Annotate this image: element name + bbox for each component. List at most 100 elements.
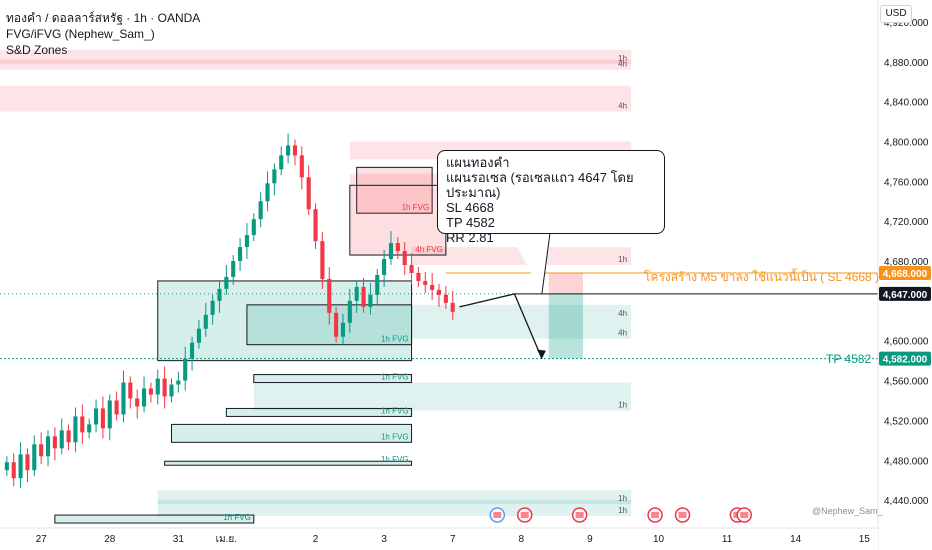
candle-body xyxy=(361,286,366,307)
candle-body xyxy=(238,247,243,262)
candle-body xyxy=(436,289,442,295)
stop-loss-zone xyxy=(548,272,584,294)
price-tick-label: 4,560.000 xyxy=(884,377,929,388)
zone-label: 1h xyxy=(618,255,627,264)
time-tick-label: 8 xyxy=(519,534,525,545)
candle-body xyxy=(100,408,105,429)
event-flag-icon xyxy=(493,512,502,518)
candle-body xyxy=(368,294,373,307)
event-flag-icon xyxy=(678,512,687,518)
author-watermark: @Nephew_Sam_ xyxy=(812,506,883,516)
fvg-box xyxy=(225,407,413,417)
price-tick-label: 4,840.000 xyxy=(884,98,929,109)
candle-body xyxy=(306,177,311,210)
zone-label: 4h xyxy=(618,102,627,111)
sd-zone xyxy=(253,382,632,411)
chart-legend: ทองคำ / ดอลลาร์สหรัฐ · 1h · OANDA FVG/iF… xyxy=(6,10,200,58)
fvg-box xyxy=(253,374,413,384)
candle-body xyxy=(231,261,236,277)
time-tick-label: 28 xyxy=(104,534,116,545)
supply-demand-zones: 1h4h4h1h4h1h4h4h1h1h1h xyxy=(0,49,632,517)
candle-body xyxy=(176,380,181,385)
sd-zone xyxy=(0,59,632,70)
zone-label: 1h xyxy=(618,494,627,503)
candle-body xyxy=(340,322,346,337)
price-tick-label: 4,760.000 xyxy=(884,177,929,188)
time-axis-background xyxy=(0,528,878,550)
candle-body xyxy=(32,444,37,471)
zone-label: 1h xyxy=(618,506,627,515)
candle-body xyxy=(107,400,112,429)
candle-body xyxy=(190,342,195,359)
price-badge xyxy=(879,265,931,280)
candle-body xyxy=(73,416,78,443)
candle-body xyxy=(196,328,201,343)
candle-body xyxy=(217,288,222,301)
fvg-label: 1h FVG xyxy=(402,203,430,212)
projection-path xyxy=(459,293,543,359)
fvg-box xyxy=(54,514,255,524)
candle-body xyxy=(59,430,64,449)
price-axis[interactable]: 4,920.000 4,880.000 4,840.000 4,800.000 4,76… xyxy=(877,0,932,550)
fvg-label: 1h FVG xyxy=(381,335,409,344)
event-flag-icon xyxy=(520,512,529,518)
callout-line: แผนรอเซล (รอเซลแถว 4647 โดยประมาณ) xyxy=(446,170,634,200)
sd-zone xyxy=(157,500,632,517)
price-badge-label: 4,582.000 xyxy=(883,355,928,366)
indicator-fvg[interactable]: FVG/iFVG (Nephew_Sam_) xyxy=(6,27,155,41)
sd-zone xyxy=(411,304,632,319)
take-profit-zone xyxy=(548,293,584,359)
indicator-sd[interactable]: S&D Zones xyxy=(6,43,68,57)
fvg-boxes: 1h FVG 4h FVG 1h FVG 1h FVG 1h FVG 1h FVG 1h F… xyxy=(54,166,447,524)
candle-body xyxy=(162,378,167,397)
zone-label: 1h xyxy=(618,400,627,409)
price-badge xyxy=(879,351,931,366)
candle-body xyxy=(375,274,380,295)
price-badge-label: 4,647.000 xyxy=(883,290,928,301)
time-tick-label: 31 xyxy=(173,534,185,545)
candle-body xyxy=(80,416,85,433)
fvg-label: 1h FVG xyxy=(381,432,409,441)
candle-body xyxy=(128,382,133,399)
time-tick-label: 14 xyxy=(790,534,802,545)
sd-zone xyxy=(157,490,632,505)
price-tick-label: 4,720.000 xyxy=(884,217,929,228)
fvg-label: 1h FVG xyxy=(381,373,409,382)
candle-body xyxy=(155,378,160,395)
candle-body xyxy=(265,183,270,202)
price-badge xyxy=(879,286,931,301)
candle-body xyxy=(423,280,428,285)
candle-body xyxy=(354,286,359,301)
candle-body xyxy=(450,302,455,312)
price-tick-label: 4,520.000 xyxy=(884,416,929,427)
currency-button[interactable]: USD xyxy=(880,5,912,23)
price-tick-label: 4,800.000 xyxy=(884,137,929,148)
zone-label: 1h xyxy=(618,54,627,63)
candle-body xyxy=(258,201,263,220)
time-tick-label: 7 xyxy=(450,534,456,545)
time-axis[interactable]: 27 28 31 เม.ย. 2 3 7 8 9 10 11 14 15 xyxy=(0,507,878,550)
candle-body xyxy=(169,384,174,397)
zone-label: 4h xyxy=(618,329,627,338)
candle-body xyxy=(210,300,215,315)
candle-body xyxy=(382,259,387,275)
trade-plan-callout[interactable]: แผนทองคำ แผนรอเซล (รอเซลแถว 4647 โดยประม… xyxy=(437,150,665,245)
candle-body xyxy=(272,169,277,184)
time-tick-label: เม.ย. xyxy=(216,534,237,545)
time-tick-label: 9 xyxy=(587,534,593,545)
sd-zone xyxy=(411,247,632,265)
fvg-label: 1h FVG xyxy=(381,455,409,464)
time-tick-label: 15 xyxy=(859,534,871,545)
fvg-label: 1h FVG xyxy=(223,513,251,522)
tp-annotation: TP 4582 xyxy=(826,352,871,366)
candle-body xyxy=(409,264,414,273)
price-tick-label: 4,600.000 xyxy=(884,337,929,348)
sd-zone xyxy=(411,318,632,339)
candle-body xyxy=(416,272,421,281)
candle-body xyxy=(224,276,229,289)
callout-line: SL 4668 xyxy=(446,200,494,215)
fvg-box xyxy=(164,460,413,466)
price-tick-label: 4,480.000 xyxy=(884,456,929,467)
symbol-title[interactable]: ทองคำ / ดอลลาร์สหรัฐ · 1h · OANDA xyxy=(6,11,201,25)
